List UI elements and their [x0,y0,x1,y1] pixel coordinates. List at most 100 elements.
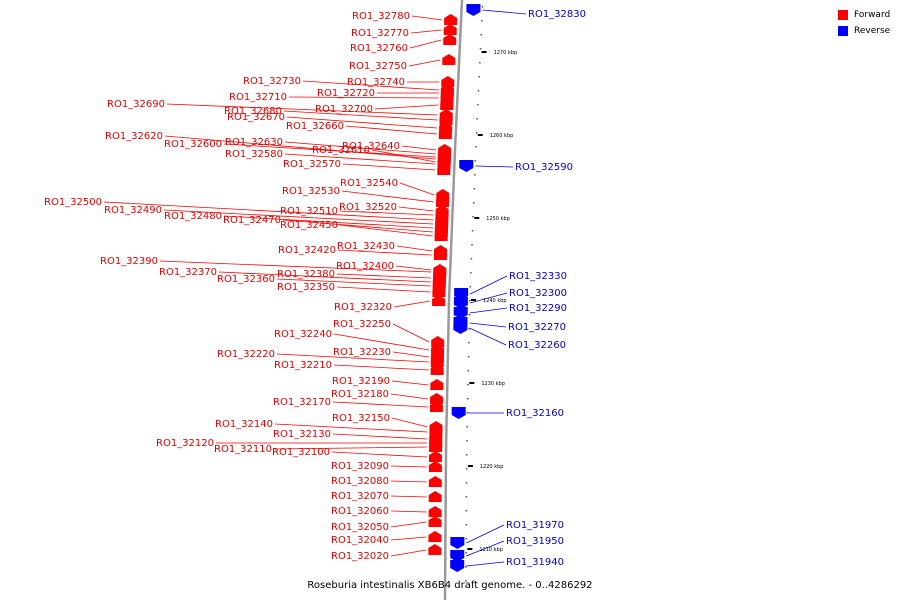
backbone-dot [467,370,470,372]
reverse-gene-label: RO1_31940 [506,557,564,568]
forward-gene-label: RO1_32430 [337,241,395,252]
forward-leader-line [374,104,439,110]
forward-gene-label: RO1_32240 [274,329,332,340]
forward-leader-line [411,15,443,21]
backbone-dot [468,342,470,344]
backbone-dot [466,412,469,414]
backbone-dot [465,524,468,526]
backbone-dot [476,118,478,120]
forward-leader-line [409,39,442,49]
forward-leader-line [391,380,429,386]
forward-leader-line [390,549,427,557]
forward-gene [429,441,443,452]
reverse-gene [453,307,468,319]
forward-gene [430,379,444,390]
backbone-dot [465,482,468,484]
reverse-leader-line [466,524,505,544]
reverse-leader-line [469,327,507,346]
forward-gene-label: RO1_32680 [224,106,282,117]
forward-gene-label: RO1_32140 [215,419,273,430]
forward-leader-line [286,116,438,129]
forward-leader-line [390,510,427,513]
scale-tick-label: 1260 kbp [490,133,514,139]
map-caption: Roseburia intestinalis XB6B4 draft genom… [307,580,592,591]
scale-tick-mark [471,299,476,301]
backbone-dot [471,230,474,232]
backbone-dot [475,132,478,134]
backbone-dot [465,552,467,554]
forward-gene-label: RO1_32080 [331,476,389,487]
forward-gene-label: RO1_32630 [225,137,283,148]
forward-gene-label: RO1_32180 [331,389,389,400]
forward-leader-line [332,433,428,440]
forward-gene-label: RO1_32720 [317,88,375,99]
forward-gene [432,286,446,297]
scale-tick-label: 1210 kbp [479,547,503,553]
forward-gene-label: RO1_32120 [156,438,214,449]
forward-leader-line [336,273,431,279]
forward-gene-label: RO1_32690 [107,99,165,110]
scale-tick-mark [469,382,475,384]
forward-gene-label: RO1_32520 [339,202,397,213]
forward-leader-line [339,210,434,216]
forward-gene-label: RO1_32040 [331,535,389,546]
backbone-dot [465,496,468,498]
backbone-dot [474,174,476,176]
backbone-dot [465,566,467,568]
backbone-dot [465,468,468,470]
backbone-dot [467,384,469,386]
forward-gene [441,76,455,87]
backbone-dot [475,146,477,148]
forward-gene [438,128,452,139]
forward-gene-label: RO1_32580 [225,149,283,160]
forward-leader-line [223,143,436,158]
forward-leader-line [333,364,429,371]
reverse-gene-label: RO1_32260 [508,340,566,351]
forward-gene [429,426,443,437]
forward-gene-label: RO1_32640 [342,141,400,152]
legend-label-forward: Forward [854,10,891,20]
reverse-gene [453,297,468,309]
scale-tick-label: 1240 kbp [483,298,507,304]
reverse-gene [466,4,481,16]
backbone-dot [466,440,468,442]
leader-lines [103,9,527,567]
reverse-gene-label: RO1_31970 [506,520,564,531]
reverse-gene [450,560,465,572]
forward-gene-label: RO1_32370 [159,267,217,278]
forward-leader-line [333,333,430,351]
backbone-dot [468,314,471,316]
backbone-dot [468,328,470,330]
forward-leader-line [390,465,427,468]
forward-leader-line [283,110,438,121]
scale-tick-mark [467,548,473,550]
forward-leader-line [273,446,428,450]
forward-gene [431,336,445,347]
forward-gene [430,356,444,367]
forward-gene-label: RO1_32530 [282,186,340,197]
forward-gene-label: RO1_32090 [331,461,389,472]
forward-gene-label: RO1_32020 [331,551,389,562]
forward-gene-label: RO1_32170 [273,397,331,408]
reverse-swatch [838,26,848,36]
backbone-ticks [465,6,484,582]
forward-gene [436,196,449,207]
forward-leader-line [391,417,428,428]
backbone-dot [472,216,474,218]
forward-gene-label: RO1_32400 [336,261,394,272]
forward-gene-label: RO1_32420 [278,245,336,256]
forward-gene [437,164,451,175]
forward-leader-line [345,125,437,135]
forward-gene [428,516,442,527]
forward-gene-label: RO1_32730 [243,76,301,87]
forward-gene-label: RO1_32210 [274,360,332,371]
forward-leader-line [392,351,429,358]
forward-gene-label: RO1_32470 [223,215,281,226]
forward-leader-line [408,59,441,67]
forward-gene-label: RO1_32390 [100,256,158,267]
scale-ticks: 1270 kbp 1260 kbp 1250 kbp 1240 kbp 1230 kbp… [467,50,517,553]
backbone-dot [474,160,477,162]
legend-item-reverse: Reverse [838,24,890,38]
forward-gene-label: RO1_32500 [44,197,102,208]
